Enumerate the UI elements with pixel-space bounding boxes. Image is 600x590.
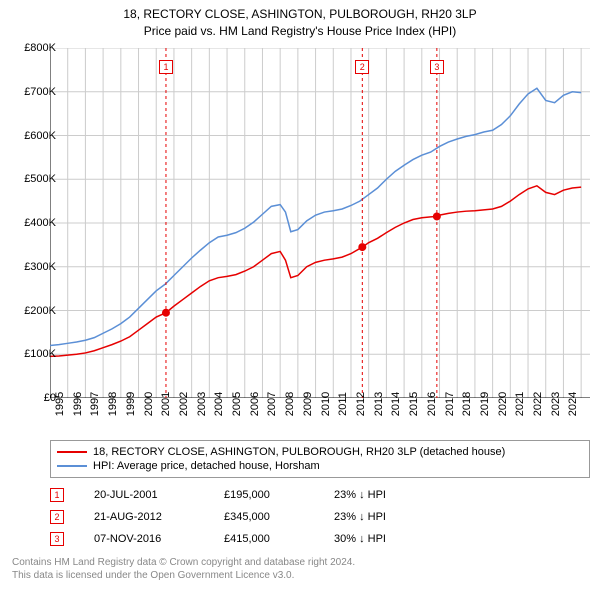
footer-line-2: This data is licensed under the Open Gov… (12, 569, 355, 582)
x-tick-label: 2019 (479, 392, 491, 416)
x-tick-label: 2023 (550, 392, 562, 416)
chart-marker-1: 1 (159, 60, 173, 74)
y-tick-label: £400K (24, 217, 56, 229)
event-marker-1: 1 (50, 488, 64, 502)
y-tick-label: £200K (24, 305, 56, 317)
x-tick-label: 2005 (231, 392, 243, 416)
footer-line-1: Contains HM Land Registry data © Crown c… (12, 556, 355, 569)
x-tick-label: 2004 (213, 392, 225, 416)
chart-marker-3: 3 (430, 60, 444, 74)
legend-swatch-hpi (57, 465, 87, 467)
chart-area: 1 2 3 (50, 48, 590, 398)
legend-row-property: 18, RECTORY CLOSE, ASHINGTON, PULBOROUGH… (57, 445, 583, 459)
events-block: 1 20-JUL-2001 £195,000 23% ↓ HPI 2 21-AUG-201… (50, 484, 590, 550)
footer-text: Contains HM Land Registry data © Crown c… (12, 556, 355, 582)
event-delta: 23% ↓ HPI (334, 489, 434, 501)
legend-label-hpi: HPI: Average price, detached house, Hors… (93, 460, 320, 472)
y-tick-label: £100K (24, 348, 56, 360)
title-line-1: 18, RECTORY CLOSE, ASHINGTON, PULBOROUGH… (0, 6, 600, 23)
x-tick-label: 2002 (178, 392, 190, 416)
title-line-2: Price paid vs. HM Land Registry's House … (0, 23, 600, 40)
legend-box: 18, RECTORY CLOSE, ASHINGTON, PULBOROUGH… (50, 440, 590, 478)
y-tick-label: £600K (24, 130, 56, 142)
event-marker-3: 3 (50, 532, 64, 546)
x-tick-label: 2022 (532, 392, 544, 416)
event-delta: 23% ↓ HPI (334, 511, 434, 523)
event-date: 07-NOV-2016 (94, 533, 194, 545)
x-tick-label: 1995 (54, 392, 66, 416)
x-tick-label: 2003 (196, 392, 208, 416)
x-tick-label: 2021 (514, 392, 526, 416)
x-tick-label: 2009 (302, 392, 314, 416)
event-price: £195,000 (224, 489, 304, 501)
chart-container: 18, RECTORY CLOSE, ASHINGTON, PULBOROUGH… (0, 0, 600, 590)
event-row: 3 07-NOV-2016 £415,000 30% ↓ HPI (50, 528, 590, 550)
x-tick-label: 2011 (337, 392, 349, 416)
chart-svg (50, 48, 590, 398)
y-tick-label: £700K (24, 86, 56, 98)
event-date: 20-JUL-2001 (94, 489, 194, 501)
x-tick-label: 1998 (107, 392, 119, 416)
x-tick-label: 2016 (426, 392, 438, 416)
x-tick-label: 2018 (461, 392, 473, 416)
event-price: £345,000 (224, 511, 304, 523)
x-tick-label: 2013 (373, 392, 385, 416)
x-tick-label: 1997 (89, 392, 101, 416)
x-tick-label: 2014 (390, 392, 402, 416)
y-tick-label: £300K (24, 261, 56, 273)
chart-marker-2: 2 (355, 60, 369, 74)
x-tick-label: 2007 (266, 392, 278, 416)
legend-row-hpi: HPI: Average price, detached house, Hors… (57, 459, 583, 473)
x-tick-label: 2008 (284, 392, 296, 416)
y-tick-label: £800K (24, 42, 56, 54)
x-tick-label: 2024 (567, 392, 579, 416)
x-tick-label: 2010 (320, 392, 332, 416)
x-tick-label: 1999 (125, 392, 137, 416)
title-block: 18, RECTORY CLOSE, ASHINGTON, PULBOROUGH… (0, 0, 600, 40)
x-tick-label: 2017 (444, 392, 456, 416)
event-row: 1 20-JUL-2001 £195,000 23% ↓ HPI (50, 484, 590, 506)
x-tick-label: 2001 (160, 392, 172, 416)
y-tick-label: £500K (24, 173, 56, 185)
event-row: 2 21-AUG-2012 £345,000 23% ↓ HPI (50, 506, 590, 528)
x-tick-label: 2015 (408, 392, 420, 416)
x-tick-label: 2006 (249, 392, 261, 416)
legend-label-property: 18, RECTORY CLOSE, ASHINGTON, PULBOROUGH… (93, 446, 505, 458)
x-tick-label: 2000 (143, 392, 155, 416)
event-marker-2: 2 (50, 510, 64, 524)
event-price: £415,000 (224, 533, 304, 545)
x-tick-label: 2020 (497, 392, 509, 416)
legend-swatch-property (57, 451, 87, 453)
x-tick-label: 2012 (355, 392, 367, 416)
x-tick-label: 1996 (72, 392, 84, 416)
event-date: 21-AUG-2012 (94, 511, 194, 523)
event-delta: 30% ↓ HPI (334, 533, 434, 545)
